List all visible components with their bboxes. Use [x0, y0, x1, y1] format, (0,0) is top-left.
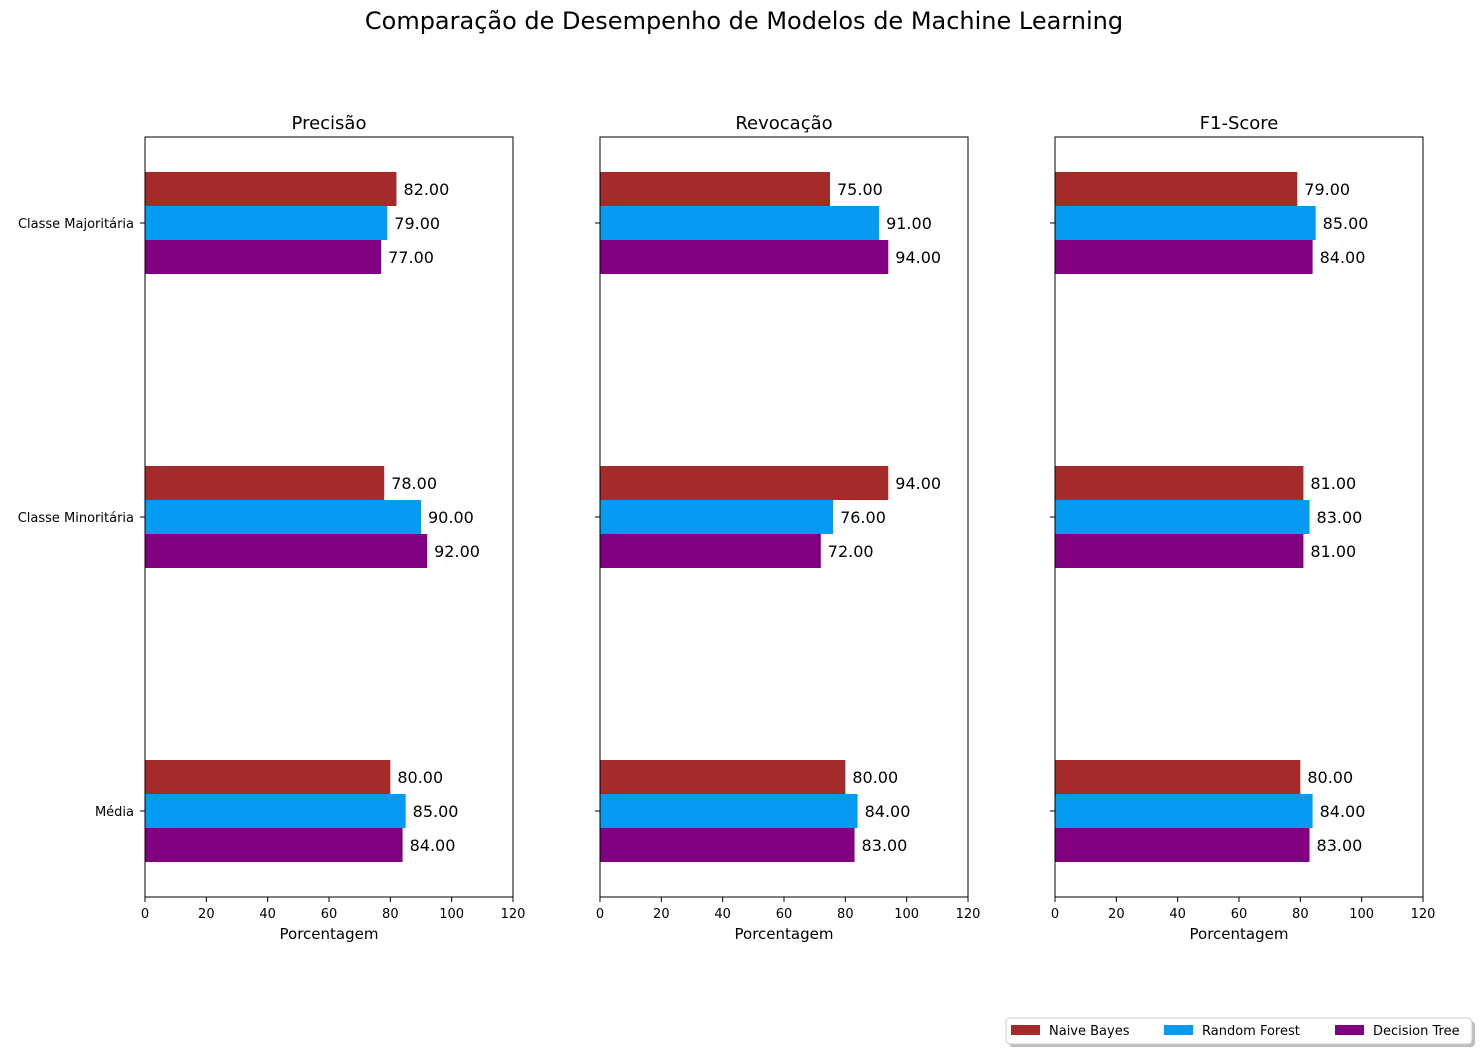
data-label: 75.00	[837, 180, 883, 199]
data-label: 94.00	[895, 248, 941, 267]
x-tick-label: 120	[1411, 907, 1436, 922]
data-label: 84.00	[865, 802, 911, 821]
x-tick-label: 60	[776, 907, 793, 922]
x-tick-label: 0	[596, 907, 604, 922]
panel-1: 75.00 94.00 80.00 91.00 76.00 84.00 94.00 72.00…	[595, 113, 980, 943]
data-label: 84.00	[1320, 802, 1366, 821]
data-label: 85.00	[413, 802, 459, 821]
panel-title: Precisão	[292, 113, 367, 134]
x-tick-label: 120	[501, 907, 526, 922]
x-tick-label: 40	[714, 907, 731, 922]
x-tick-label: 120	[956, 907, 981, 922]
legend-label: Random Forest	[1202, 1024, 1300, 1039]
legend-swatch	[1335, 1025, 1364, 1035]
x-tick-label: 80	[1292, 907, 1309, 922]
panel-2: 79.00 81.00 80.00 85.00 83.00 84.00 84.00 81.00…	[1050, 113, 1435, 943]
data-label: 84.00	[410, 836, 456, 855]
bar	[600, 760, 846, 794]
bar	[600, 240, 889, 274]
bar	[1055, 534, 1304, 568]
bar	[145, 172, 397, 206]
data-label: 81.00	[1310, 474, 1356, 493]
bar	[145, 500, 421, 534]
bar	[145, 534, 428, 568]
data-label: 94.00	[895, 474, 941, 493]
legend-swatch	[1164, 1025, 1193, 1035]
y-tick-label: Média	[95, 805, 134, 820]
legend-swatch	[1011, 1025, 1040, 1035]
bar	[145, 794, 406, 828]
x-axis-label: Porcentagem	[735, 925, 834, 943]
legend-label: Decision Tree	[1373, 1024, 1460, 1039]
x-tick-label: 20	[198, 907, 215, 922]
y-tick-label: Classe Minoritária	[18, 511, 134, 526]
x-axis-label: Porcentagem	[280, 925, 379, 943]
x-tick-label: 60	[321, 907, 338, 922]
x-axis-label: Porcentagem	[1190, 925, 1289, 943]
x-tick-label: 100	[1349, 907, 1374, 922]
data-label: 80.00	[1307, 768, 1353, 787]
x-tick-label: 0	[141, 907, 149, 922]
chart-title: Comparação de Desempenho de Modelos de M…	[365, 7, 1123, 35]
data-label: 76.00	[840, 508, 886, 527]
data-label: 84.00	[1320, 248, 1366, 267]
x-tick-label: 80	[382, 907, 399, 922]
data-label: 77.00	[388, 248, 434, 267]
x-tick-label: 20	[1108, 907, 1125, 922]
data-label: 83.00	[1317, 508, 1363, 527]
bar	[1055, 500, 1310, 534]
panels: 82.00 78.00 80.00 79.00 90.00 85.00 77.00 92.00…	[18, 113, 1436, 943]
bar	[145, 466, 385, 500]
bar	[1055, 172, 1298, 206]
data-label: 83.00	[1317, 836, 1363, 855]
data-label: 83.00	[862, 836, 908, 855]
data-label: 85.00	[1323, 214, 1369, 233]
panel-title: F1-Score	[1200, 113, 1279, 134]
bar	[600, 794, 858, 828]
bar	[1055, 240, 1313, 274]
legend-label: Naive Bayes	[1049, 1024, 1130, 1039]
bar	[600, 206, 880, 240]
bar	[145, 206, 388, 240]
x-tick-label: 100	[439, 907, 464, 922]
data-label: 80.00	[852, 768, 898, 787]
bar	[145, 828, 403, 862]
data-label: 72.00	[828, 542, 874, 561]
bar	[1055, 794, 1313, 828]
data-label: 80.00	[397, 768, 443, 787]
bar	[1055, 466, 1304, 500]
data-label: 92.00	[434, 542, 480, 561]
x-tick-label: 20	[653, 907, 670, 922]
x-tick-label: 40	[1169, 907, 1186, 922]
bar	[145, 240, 382, 274]
bar	[600, 172, 830, 206]
bar	[600, 534, 821, 568]
data-label: 78.00	[391, 474, 437, 493]
x-tick-label: 0	[1051, 907, 1059, 922]
bar	[1055, 828, 1310, 862]
data-label: 81.00	[1310, 542, 1356, 561]
bar	[1055, 760, 1301, 794]
bar	[1055, 206, 1316, 240]
data-label: 91.00	[886, 214, 932, 233]
bar	[600, 466, 889, 500]
data-label: 90.00	[428, 508, 474, 527]
legend: Naive Bayes Random Forest Decision Tree	[1005, 1017, 1475, 1047]
panel-title: Revocação	[735, 113, 832, 134]
y-tick-label: Classe Majoritária	[18, 217, 134, 232]
x-tick-label: 60	[1231, 907, 1248, 922]
data-label: 79.00	[1304, 180, 1350, 199]
bar	[600, 500, 834, 534]
bar	[145, 760, 391, 794]
data-label: 82.00	[403, 180, 449, 199]
x-tick-label: 100	[894, 907, 919, 922]
panel-0: 82.00 78.00 80.00 79.00 90.00 85.00 77.00 92.00…	[18, 113, 526, 943]
legend-box	[1005, 1017, 1473, 1045]
data-label: 79.00	[394, 214, 440, 233]
x-tick-label: 80	[837, 907, 854, 922]
x-tick-label: 40	[259, 907, 276, 922]
bar	[600, 828, 855, 862]
